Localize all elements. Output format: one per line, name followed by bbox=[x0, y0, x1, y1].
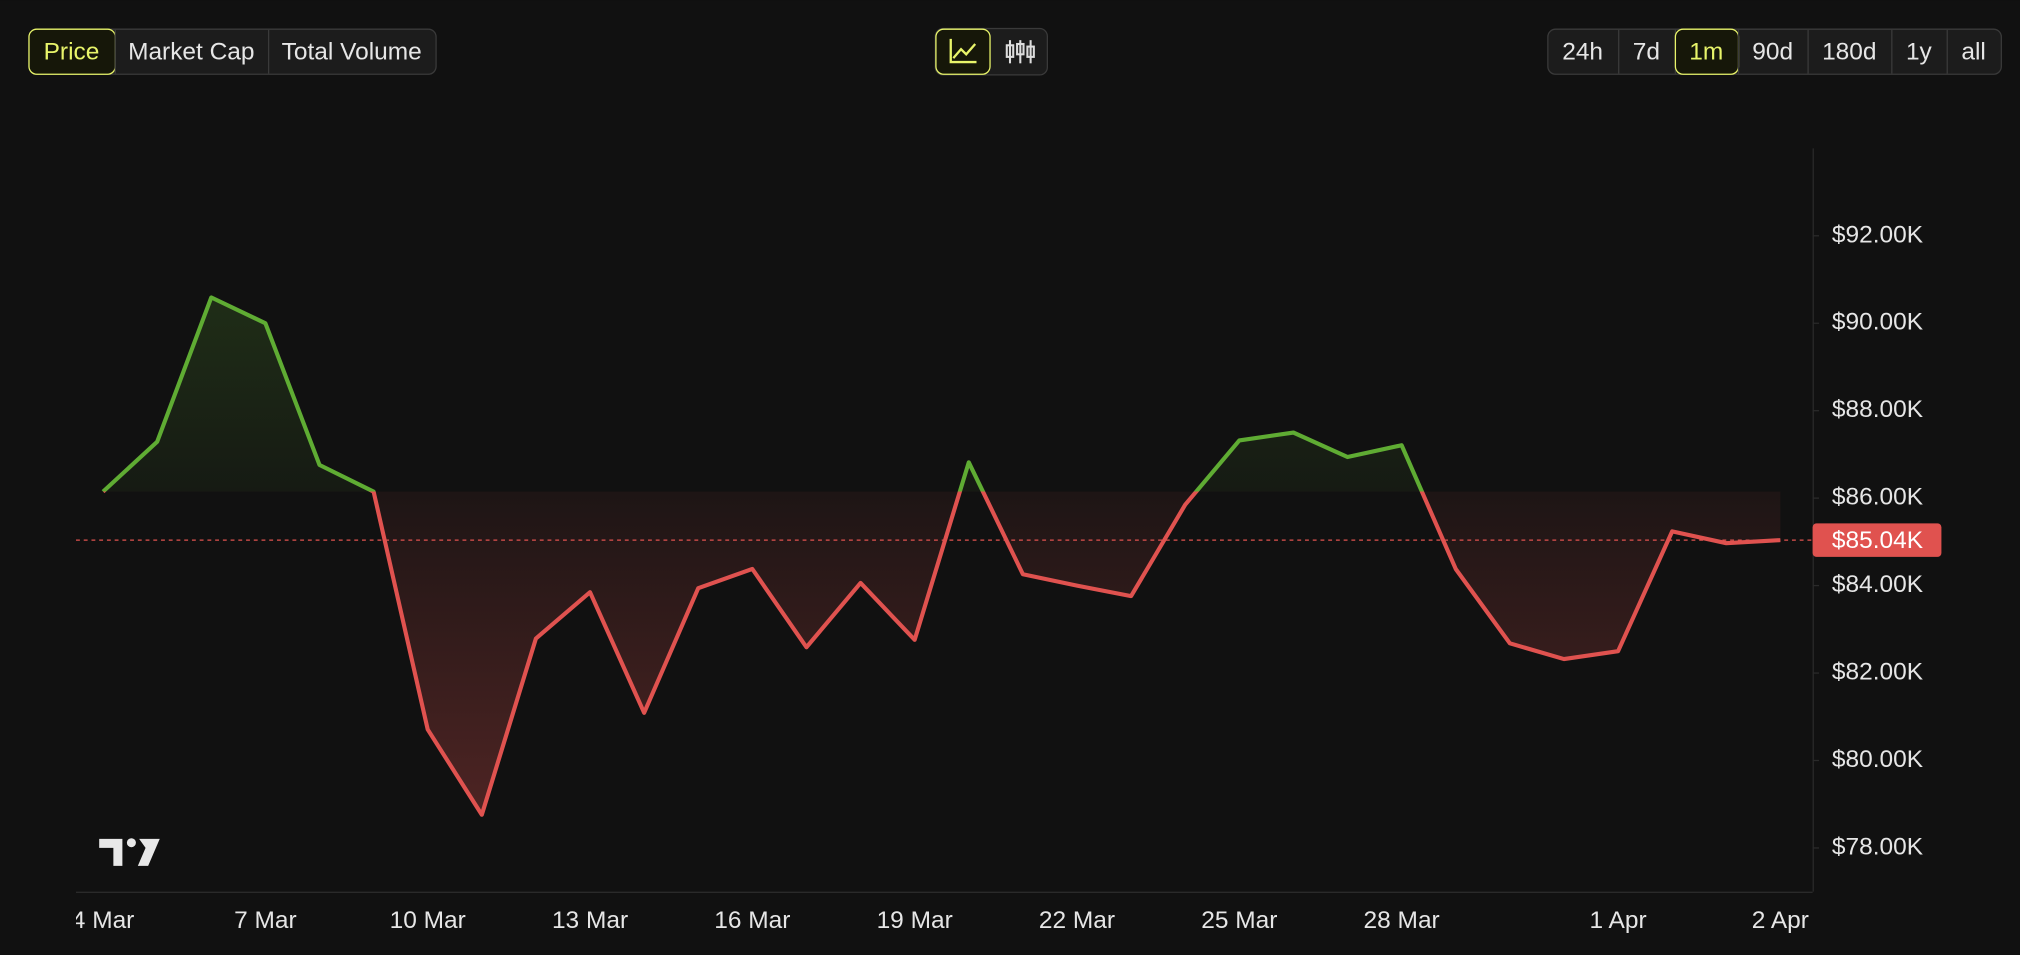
y-tick-label: $86.00K bbox=[1832, 484, 1924, 511]
line-icon bbox=[949, 38, 977, 64]
x-tick-label: 4 Mar bbox=[72, 907, 135, 934]
x-tick-label: 22 Mar bbox=[1039, 907, 1115, 934]
y-tick-label: $78.00K bbox=[1832, 833, 1924, 860]
y-tick-label: $92.00K bbox=[1832, 221, 1924, 248]
current-price-badge bbox=[1812, 523, 1942, 557]
range-frame bbox=[1547, 28, 2002, 75]
tradingview-logo bbox=[99, 838, 160, 866]
y-tick-label: $84.00K bbox=[1832, 571, 1924, 598]
x-tick-label: 16 Mar bbox=[714, 907, 790, 934]
range-label[interactable]: 1y bbox=[1906, 38, 1933, 65]
y-tick-label: $80.00K bbox=[1832, 746, 1924, 773]
area bbox=[103, 297, 1781, 815]
chart-type-switch[interactable] bbox=[934, 27, 1049, 76]
x-axis-labels: 4 Mar 7 Mar 10 Mar 13 Mar 16 Mar 19 Mar 22 Mar… bbox=[72, 907, 1809, 934]
y-tick-label: $88.00K bbox=[1832, 396, 1924, 423]
price-line bbox=[101, 295, 1781, 817]
range-label[interactable]: 7d bbox=[1633, 38, 1660, 65]
candle-icon[interactable] bbox=[1005, 40, 1035, 64]
range-label[interactable]: 1m bbox=[1689, 38, 1723, 65]
range-label[interactable]: 90d bbox=[1752, 38, 1793, 65]
current-price-label: $85.04K bbox=[1832, 527, 1924, 554]
x-tick-label: 19 Mar bbox=[877, 907, 953, 934]
x-tick-label: 13 Mar bbox=[552, 907, 628, 934]
x-tick-label: 7 Mar bbox=[234, 907, 297, 934]
metric-label[interactable]: Market Cap bbox=[128, 38, 254, 65]
metric-label[interactable]: Price bbox=[44, 38, 100, 65]
x-tick-label: 25 Mar bbox=[1201, 907, 1277, 934]
range-label[interactable]: 180d bbox=[1822, 38, 1876, 65]
metric-label[interactable]: Total Volume bbox=[282, 38, 422, 65]
range-label[interactable]: all bbox=[1961, 38, 1985, 65]
x-tick-label: 2 Apr bbox=[1752, 907, 1809, 934]
range-label[interactable]: 24h bbox=[1562, 38, 1603, 65]
x-tick-label: 1 Apr bbox=[1589, 907, 1646, 934]
y-tick-label: $82.00K bbox=[1832, 659, 1924, 686]
x-tick-label: 28 Mar bbox=[1364, 907, 1440, 934]
x-tick-label: 10 Mar bbox=[390, 907, 466, 934]
y-tick-label: $90.00K bbox=[1832, 309, 1924, 336]
